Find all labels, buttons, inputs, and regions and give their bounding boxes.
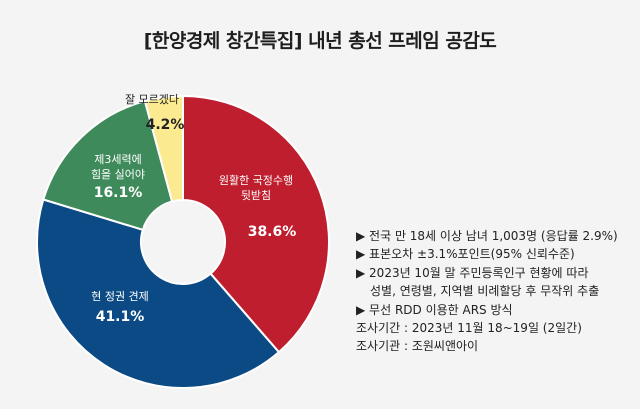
pie-slice	[143, 94, 184, 203]
note-line: 성별, 연령별, 지역별 비례할당 후 무작위 추출	[370, 284, 600, 299]
pie-slice	[36, 198, 281, 389]
note-line: 조사기간 : 2023년 11월 18~19일 (2일간)	[356, 321, 582, 336]
pie-slice	[182, 94, 330, 354]
survey-notes: ▶ 전국 만 18세 이상 남녀 1,003명 (응답률 2.9%) ▶ 표본오…	[356, 227, 618, 356]
note-line: ▶ 전국 만 18세 이상 남녀 1,003명 (응답률 2.9%)	[356, 229, 618, 243]
note-line: ▶ 무선 RDD 이용한 ARS 방식	[356, 302, 513, 317]
slice-value-label: 16.1%	[94, 185, 143, 201]
slice-value-label: 38.6%	[248, 224, 297, 240]
slice-value-label: 41.1%	[96, 309, 145, 325]
note-line: ▶ 표본오차 ±3.1%포인트(95% 신뢰수준)	[356, 247, 575, 262]
slice-label: 현 정권 견제	[91, 290, 149, 303]
slice-label: 제3세력에 힘을 실어야	[91, 153, 145, 181]
slice-label: 원활한 국정수행 뒷받침	[219, 173, 293, 202]
chart-title: [한양경제 창간특집] 내년 총선 프레임 공감도	[143, 30, 497, 52]
note-line: ▶ 2023년 10월 말 주민등록인구 현황에 따라	[356, 265, 589, 280]
note-line: 조사기관 : 조원씨앤아이	[356, 339, 479, 354]
slice-value-label: 4.2%	[146, 117, 185, 133]
slice-label: 잘 모르겠다	[125, 93, 179, 106]
pie-slice	[42, 99, 174, 232]
